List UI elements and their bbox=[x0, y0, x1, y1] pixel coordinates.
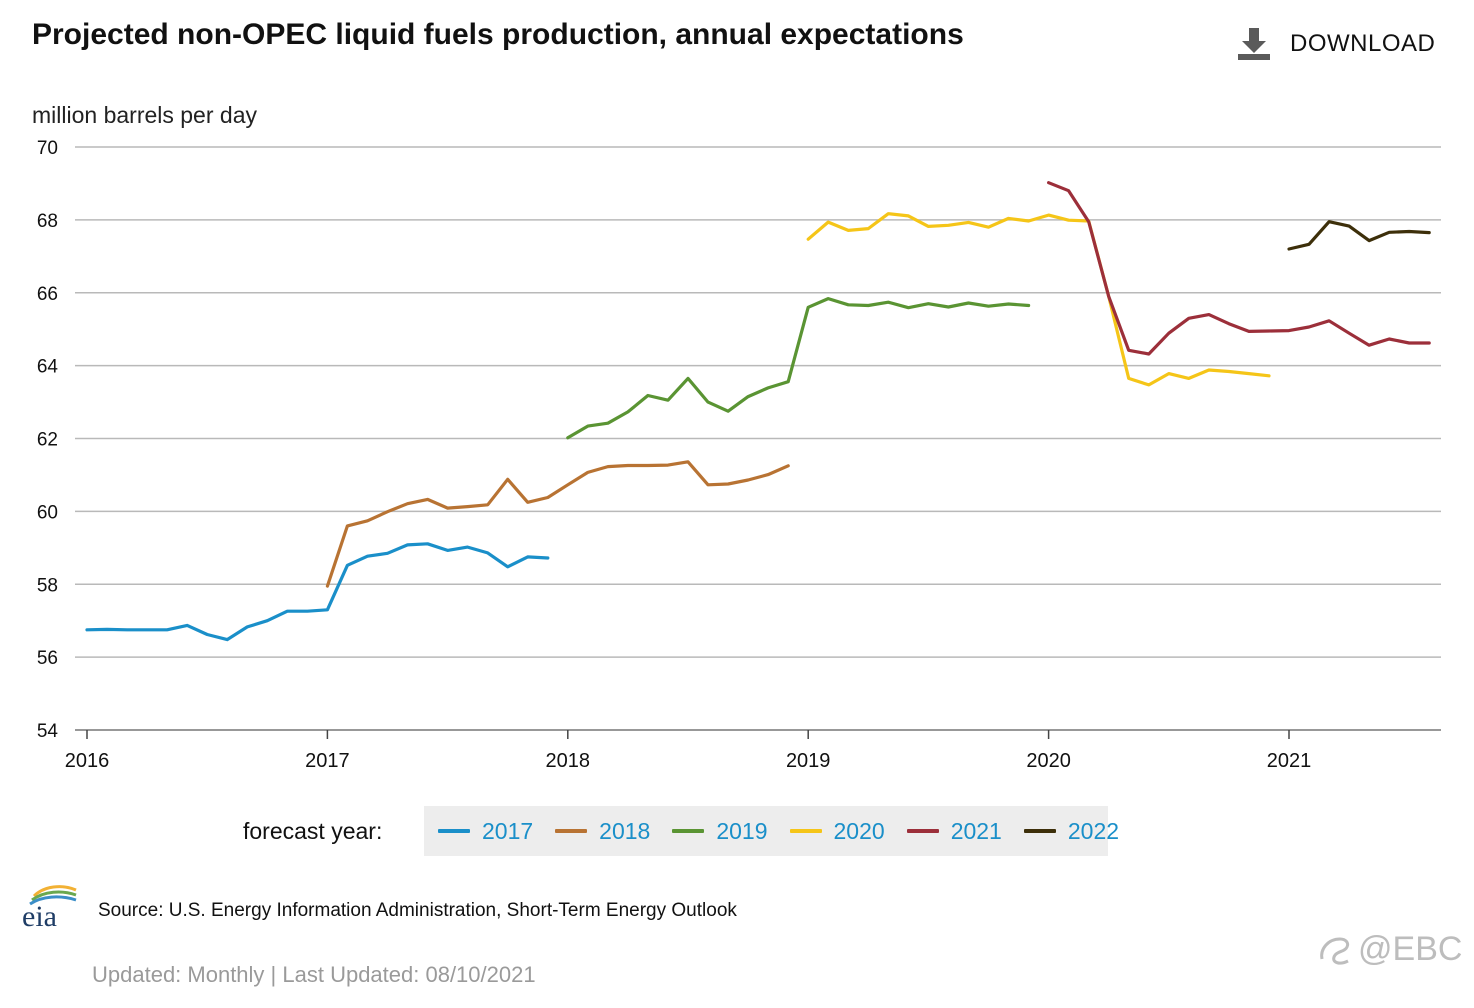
x-axis: 2016 2017 2018 2019 2020 2021 bbox=[65, 729, 1441, 772]
download-label: DOWNLOAD bbox=[1290, 30, 1436, 57]
source-note: Source: U.S. Energy Information Administ… bbox=[98, 900, 737, 921]
legend-item-2020[interactable]: 2020 bbox=[789, 817, 885, 845]
legend-item-2022[interactable]: 2022 bbox=[1023, 817, 1120, 845]
series-line-2018 bbox=[325, 460, 790, 588]
legend-item-label: 2017 bbox=[482, 817, 534, 844]
legend-swatch bbox=[438, 829, 470, 833]
legend: 2017 2018 2019 2020 2021 2022 bbox=[424, 806, 1119, 856]
series-line-2022 bbox=[1287, 220, 1431, 251]
legend-swatch bbox=[906, 829, 939, 833]
legend-item-2018[interactable]: 2018 bbox=[555, 818, 650, 845]
y-tick-label: 66 bbox=[37, 284, 58, 305]
legend-item-label: 2018 bbox=[599, 817, 651, 844]
y-axis-unit-label: million barrels per day bbox=[32, 102, 257, 128]
series-line-2020 bbox=[806, 212, 1271, 387]
chart-title: Projected non-OPEC liquid fuels producti… bbox=[32, 18, 964, 51]
x-tick-label: 2017 bbox=[305, 750, 350, 772]
y-tick-label: 62 bbox=[37, 430, 58, 451]
legend-item-label: 2019 bbox=[716, 817, 768, 844]
series-line-2021 bbox=[1046, 181, 1431, 356]
x-tick-label: 2021 bbox=[1267, 750, 1312, 772]
y-tick-label: 54 bbox=[37, 721, 59, 742]
y-tick-label: 70 bbox=[37, 138, 58, 159]
y-axis-ticks: 54 56 58 60 62 64 66 68 70 bbox=[37, 138, 59, 742]
series-line-2019 bbox=[566, 297, 1031, 440]
updated-note: Updated: Monthly | Last Updated: 08/10/2… bbox=[92, 962, 536, 987]
watermark-icon bbox=[1320, 936, 1350, 965]
watermark-text: @EBC bbox=[1358, 930, 1463, 968]
legend-item-label: 2022 bbox=[1067, 817, 1120, 844]
x-tick-label: 2020 bbox=[1026, 750, 1071, 772]
legend-swatch bbox=[555, 829, 588, 833]
y-tick-label: 60 bbox=[37, 502, 58, 523]
y-tick-label: 58 bbox=[37, 575, 58, 596]
download-button[interactable]: DOWNLOAD bbox=[1236, 26, 1435, 62]
legend-swatch bbox=[1023, 829, 1056, 833]
download-icon bbox=[1238, 28, 1270, 60]
series-lines bbox=[85, 181, 1431, 642]
legend-item-2019[interactable]: 2019 bbox=[672, 817, 768, 845]
legend-swatch bbox=[672, 829, 705, 833]
legend-item-2021[interactable]: 2021 bbox=[906, 817, 1002, 845]
legend-title: forecast year: bbox=[243, 818, 383, 844]
y-tick-label: 64 bbox=[37, 357, 59, 378]
legend-swatch bbox=[789, 829, 822, 833]
eia-logo: eia bbox=[22, 885, 77, 930]
gridlines bbox=[75, 146, 1441, 658]
legend-item-label: 2020 bbox=[833, 817, 885, 844]
eia-logo-text: eia bbox=[22, 900, 57, 930]
x-tick-label: 2018 bbox=[546, 750, 591, 772]
x-tick-label: 2019 bbox=[786, 750, 831, 772]
series-line-2017 bbox=[85, 542, 550, 642]
legend-item-label: 2021 bbox=[950, 817, 1002, 844]
x-tick-label: 2016 bbox=[65, 750, 110, 772]
y-tick-label: 56 bbox=[37, 648, 58, 669]
watermark: @EBC bbox=[1318, 930, 1462, 969]
y-tick-label: 68 bbox=[37, 211, 58, 232]
legend-item-2017[interactable]: 2017 bbox=[438, 818, 533, 845]
